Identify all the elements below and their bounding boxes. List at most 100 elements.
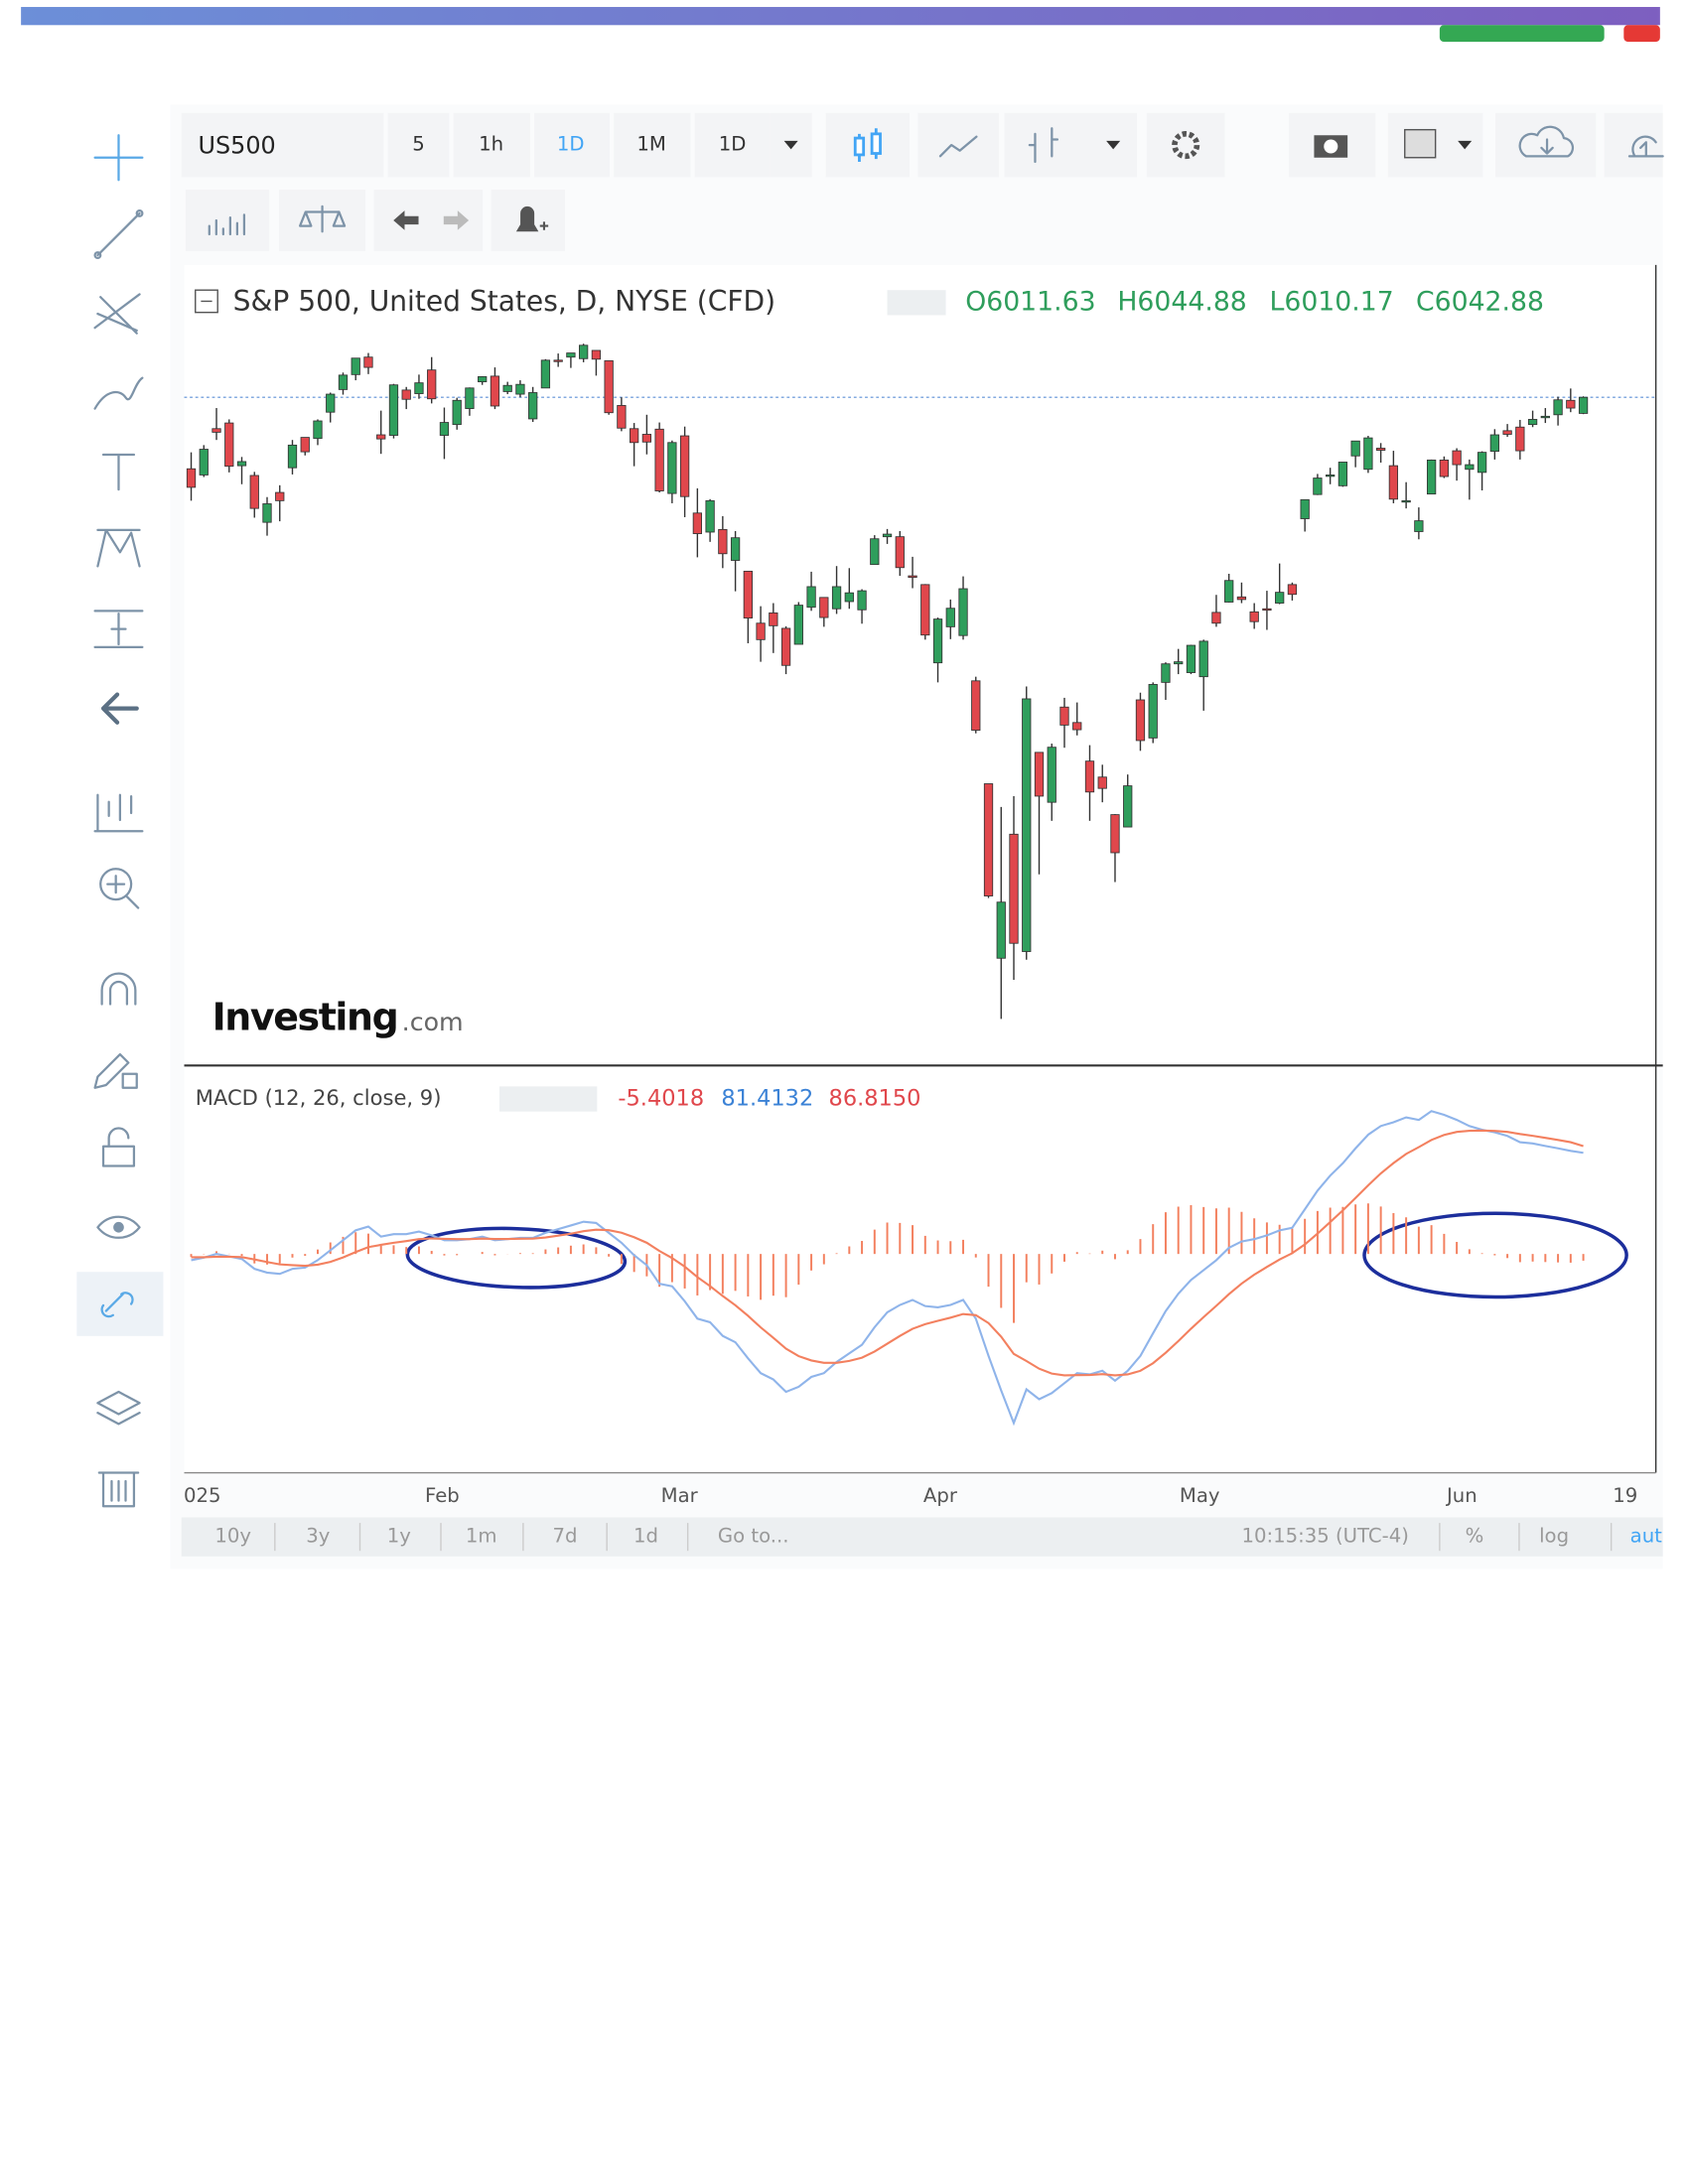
layers-tool[interactable] [96,1390,141,1426]
candle-body [1249,611,1259,622]
delete-tool[interactable] [97,1471,140,1508]
scale-option[interactable]: log [1539,1525,1569,1548]
range-button[interactable]: 1m [466,1525,497,1548]
interval-button[interactable] [453,112,530,178]
candles-button[interactable] [825,112,911,178]
scale-option[interactable]: aut [1630,1525,1663,1548]
candle-body [338,374,349,390]
candles-icon [870,132,882,155]
symbol: US500 [199,132,276,160]
candle-body [743,570,753,618]
candle-body [490,375,500,407]
candle-body [1401,499,1411,503]
candle-body [553,359,563,362]
candle-body [844,592,854,603]
range-button[interactable]: 7d [553,1525,578,1548]
candle-body [1022,698,1032,952]
candle-body [1174,661,1184,665]
studies-button[interactable] [185,190,270,251]
alert-icon [515,205,539,232]
text-tool[interactable] [101,453,136,491]
green-button[interactable] [1439,25,1605,43]
cloud-save-button[interactable] [1495,112,1597,178]
candle-body [262,503,272,523]
range-button[interactable]: 1d [633,1525,658,1548]
symbol-box[interactable] [181,112,384,178]
ohlc-value: O6011.63 [965,286,1095,317]
candle-body [439,422,450,436]
candle-body [1072,722,1082,731]
range-button[interactable]: 1y [387,1525,412,1548]
candle-body [1009,833,1019,944]
interval-button[interactable] [614,112,691,178]
candle-body [1097,776,1107,789]
link-tool[interactable] [100,1292,134,1318]
studies-icon [208,213,246,236]
candle-body [1465,464,1475,471]
candle-body [363,356,373,368]
trendline-tool[interactable] [93,209,144,260]
settings-button[interactable] [1146,112,1225,178]
visibility-tool[interactable] [96,1215,141,1239]
macd-line [191,1129,1584,1377]
candle-body [1540,415,1550,419]
candle-body [958,588,968,636]
fork-tool[interactable] [93,293,141,335]
interval-button[interactable] [387,112,450,178]
candle-body [870,538,880,566]
candle-body [1236,596,1247,601]
candle-body [756,622,766,640]
zoom-tool[interactable] [99,868,140,909]
candle-body [1477,452,1487,474]
candle-body [452,399,462,426]
indicators-button[interactable] [1004,112,1138,178]
magnet-tool[interactable] [100,972,137,1006]
legend-buttons[interactable] [887,290,946,316]
lock-drawing-tool[interactable] [93,1052,138,1089]
candle-body [376,434,386,440]
interval: 1h [479,133,503,156]
alert-icon [539,221,549,230]
red-button[interactable] [1623,25,1660,43]
indicator-buttons[interactable] [499,1086,598,1112]
lock-tool[interactable] [101,1127,136,1167]
candle-body [300,437,310,453]
candle-body [679,435,690,497]
candle-body [617,405,627,429]
candle-body [819,597,829,618]
candle-body [1426,459,1437,495]
collapse-icon[interactable] [195,289,218,314]
interval-button[interactable] [534,112,610,178]
compare-icon [298,205,347,233]
pattern-tool[interactable] [96,528,141,568]
candle-body [908,575,917,579]
candle-body [566,352,576,358]
clock: 10:15:35 (UTC-4) [1241,1525,1408,1548]
range-button[interactable]: Go to... [718,1525,789,1548]
crosshair-tool[interactable] [93,134,144,182]
line-button[interactable] [917,112,999,178]
candle-body [1224,580,1234,603]
ruler-tool[interactable] [93,793,144,833]
hide-toolbar[interactable] [100,692,139,725]
scale-option[interactable]: % [1466,1525,1484,1548]
measure-tool[interactable] [93,610,144,648]
candle-body [793,605,803,645]
candle-body [528,392,538,420]
candle-body [1300,498,1310,519]
candle-body [1376,448,1386,451]
range-button[interactable]: 3y [306,1525,331,1548]
interval-button[interactable] [694,112,771,178]
candle-body [1388,465,1399,500]
range-button[interactable]: 10y [214,1525,251,1548]
candle-body [1489,434,1499,453]
cloud-icon [1518,125,1575,158]
candle-body [932,618,943,664]
candle-body [1198,640,1208,678]
candle-body [1059,706,1069,726]
candle-body [1350,440,1360,457]
watermark: .com [402,1008,464,1036]
candle-body [211,428,221,433]
brush-tool[interactable] [93,376,144,410]
